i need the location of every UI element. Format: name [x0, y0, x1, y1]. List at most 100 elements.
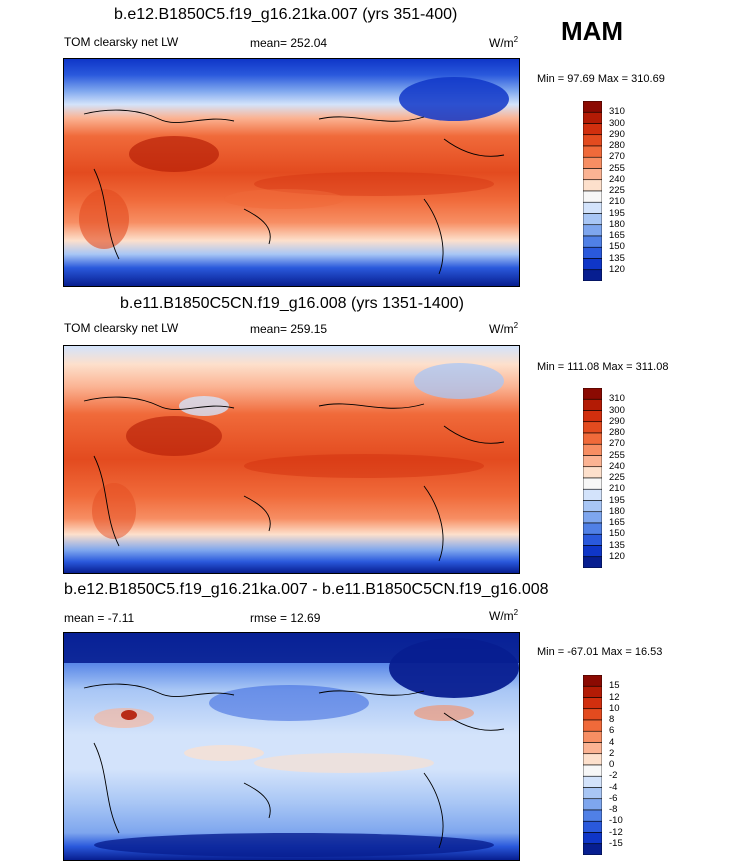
colorbar-swatch: [583, 235, 602, 248]
colorbar-tick-label: 310: [609, 106, 625, 118]
colorbar-swatch: [583, 123, 602, 136]
colorbar-swatch: [583, 269, 602, 281]
colorbar-tick-label: 12: [609, 691, 620, 703]
panel-1-map: [63, 58, 520, 287]
panel-3-map: [63, 632, 520, 861]
colorbar-swatch: [583, 764, 602, 777]
colorbar-tick-label: -15: [609, 837, 623, 849]
colorbar-tick-label: -8: [609, 804, 618, 815]
season-label: MAM: [561, 16, 624, 46]
colorbar-swatch: [583, 201, 602, 214]
colorbar-tick-label: 270: [609, 151, 625, 163]
colorbar-tick-label: 270: [609, 438, 625, 450]
colorbar-swatch: [583, 145, 602, 158]
colorbar-swatch: [583, 246, 602, 259]
colorbar-swatch: [583, 156, 602, 169]
colorbar-swatch: [583, 522, 602, 535]
colorbar-swatch: [583, 832, 602, 845]
colorbar-tick-label: 255: [609, 162, 625, 174]
colorbar-swatch: [583, 432, 602, 445]
panel-3-map-field: [64, 633, 519, 860]
colorbar-tick-label: 290: [609, 128, 625, 140]
colorbar-swatch: [583, 742, 602, 755]
panel-1-units: W/m2: [489, 35, 519, 50]
panel-3-rmse-label: rmse = 12.69: [250, 611, 321, 625]
colorbar-swatch: [583, 134, 602, 147]
colorbar-tick-label: 15: [609, 680, 620, 692]
colorbar-tick-label: 210: [609, 483, 625, 495]
colorbar-swatch: [583, 809, 602, 822]
colorbar-swatch: [583, 455, 602, 468]
panel-2-variable-label: TOM clearsky net LW: [64, 321, 179, 335]
colorbar-swatch: [583, 775, 602, 788]
colorbar-tick-label: 255: [609, 449, 625, 461]
panel-2-map: [63, 345, 520, 574]
panel-1-minmax: Min = 97.69 Max = 310.69: [537, 73, 665, 85]
colorbar-swatch: [583, 730, 602, 743]
colorbar-swatch: [583, 708, 602, 721]
panel-1-variable-label: TOM clearsky net LW: [64, 35, 179, 49]
colorbar-tick-label: 135: [609, 252, 625, 264]
colorbar-tick-label: 310: [609, 393, 625, 405]
colorbar-swatch: [583, 488, 602, 501]
colorbar-swatch: [583, 787, 602, 800]
colorbar-tick-label: 300: [609, 117, 625, 129]
colorbar-swatch: [583, 101, 602, 113]
colorbar-swatch: [583, 111, 602, 124]
colorbar-tick-label: -4: [609, 781, 618, 793]
colorbar-swatch: [583, 398, 602, 411]
colorbar-swatch: [583, 843, 602, 855]
colorbar-swatch: [583, 477, 602, 490]
colorbar-swatch: [583, 697, 602, 710]
colorbar-swatch: [583, 410, 602, 423]
panel-1-mean-label: mean= 252.04: [250, 36, 328, 50]
panel-2-mean-label: mean= 259.15: [250, 322, 328, 336]
colorbar-swatch: [583, 820, 602, 833]
colorbar-tick-label: 195: [609, 494, 625, 506]
colorbar-tick-label: 240: [609, 173, 625, 185]
panel-1-colorbar: [583, 101, 602, 281]
panel-3-units: W/m2: [489, 608, 519, 623]
colorbar-tick-label: 225: [609, 185, 625, 196]
colorbar-swatch: [583, 466, 602, 479]
colorbar-swatch: [583, 545, 602, 558]
colorbar-tick-label: 8: [609, 714, 615, 725]
colorbar-swatch: [583, 511, 602, 524]
colorbar-swatch: [583, 719, 602, 732]
colorbar-tick-label: 135: [609, 539, 625, 551]
colorbar-tick-label: 280: [609, 427, 625, 438]
colorbar-tick-label: 225: [609, 472, 625, 483]
colorbar-swatch: [583, 675, 602, 687]
colorbar-tick-label: 300: [609, 404, 625, 416]
colorbar-tick-label: -10: [609, 815, 623, 827]
colorbar-tick-label: 210: [609, 196, 625, 208]
colorbar-swatch: [583, 500, 602, 513]
colorbar-swatch: [583, 213, 602, 226]
colorbar-swatch: [583, 556, 602, 568]
colorbar-swatch: [583, 533, 602, 546]
panel-3-title: b.e12.B1850C5.f19_g16.21ka.007 - b.e11.B…: [64, 581, 549, 598]
panel-2-units: W/m2: [489, 321, 519, 336]
colorbar-swatch: [583, 388, 602, 400]
panel-3-minmax: Min = -67.01 Max = 16.53: [537, 646, 663, 658]
panel-2-minmax: Min = 111.08 Max = 311.08: [537, 361, 669, 373]
panel-2-title: b.e11.B1850C5CN.f19_g16.008 (yrs 1351-14…: [120, 295, 464, 312]
colorbar-swatch: [583, 421, 602, 434]
colorbar-tick-label: 120: [609, 550, 625, 562]
colorbar-tick-label: -6: [609, 792, 618, 804]
colorbar-swatch: [583, 258, 602, 271]
colorbar-swatch: [583, 753, 602, 766]
colorbar-tick-label: 120: [609, 263, 625, 275]
colorbar-swatch: [583, 179, 602, 192]
colorbar-tick-label: 0: [609, 759, 615, 770]
colorbar-tick-label: 195: [609, 207, 625, 219]
colorbar-swatch: [583, 224, 602, 237]
colorbar-tick-label: 180: [609, 218, 625, 230]
colorbar-tick-label: -2: [609, 770, 618, 782]
colorbar-swatch: [583, 190, 602, 203]
colorbar-swatch: [583, 443, 602, 456]
colorbar-tick-label: 4: [609, 736, 615, 748]
colorbar-tick-label: 180: [609, 505, 625, 517]
colorbar-tick-label: 2: [609, 747, 615, 759]
colorbar-tick-label: 280: [609, 140, 625, 151]
